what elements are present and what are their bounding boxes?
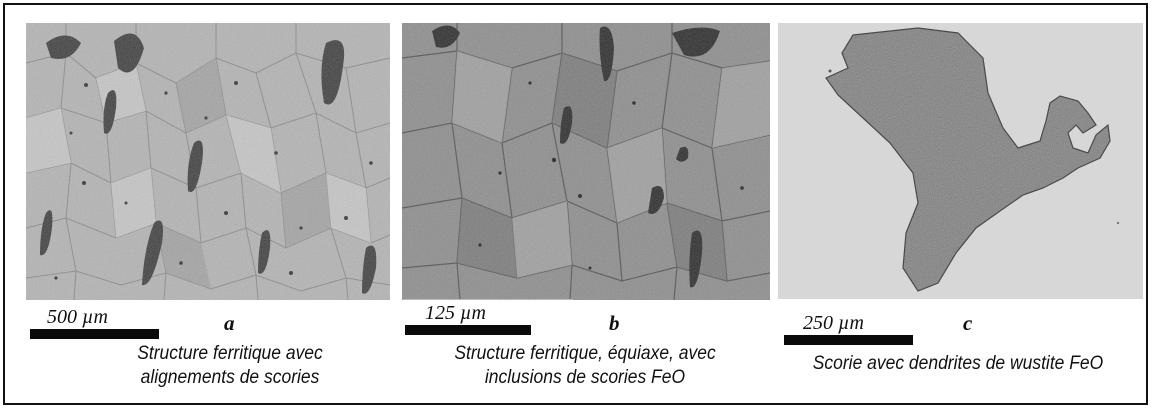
caption-c: Scorie avec dendrites de wustite FeO <box>788 352 1128 376</box>
micrograph-c <box>778 23 1143 299</box>
caption-b: Structure ferritique, équiaxe, avec incl… <box>429 342 742 390</box>
caption-b-line2: inclusions de scories FeO <box>484 367 686 388</box>
scale-label-b: 125 µm <box>425 302 486 324</box>
scale-label-c: 250 µm <box>803 312 864 334</box>
figure-frame: 500 µm a Structure ferritique avec align… <box>3 3 1148 405</box>
caption-a: Structure ferritique avec alignements de… <box>106 342 354 390</box>
scale-bar-a <box>30 329 159 339</box>
caption-a-line1: Structure ferritique avec <box>137 343 323 364</box>
divider-rule <box>403 299 573 300</box>
micrograph-a <box>26 23 390 300</box>
panel-letter-a: a <box>224 311 235 335</box>
scale-label-a: 500 µm <box>47 306 108 328</box>
caption-b-line1: Structure ferritique, équiaxe, avec <box>454 343 716 364</box>
panel-letter-b: b <box>609 311 620 335</box>
panel-letter-c: c <box>963 311 973 335</box>
micrograph-b <box>402 23 770 300</box>
scale-bar-b <box>405 325 531 335</box>
caption-a-line2: alignements de scories <box>140 367 320 388</box>
scale-bar-c <box>784 335 913 345</box>
caption-c-line1: Scorie avec dendrites de wustite FeO <box>812 353 1104 374</box>
